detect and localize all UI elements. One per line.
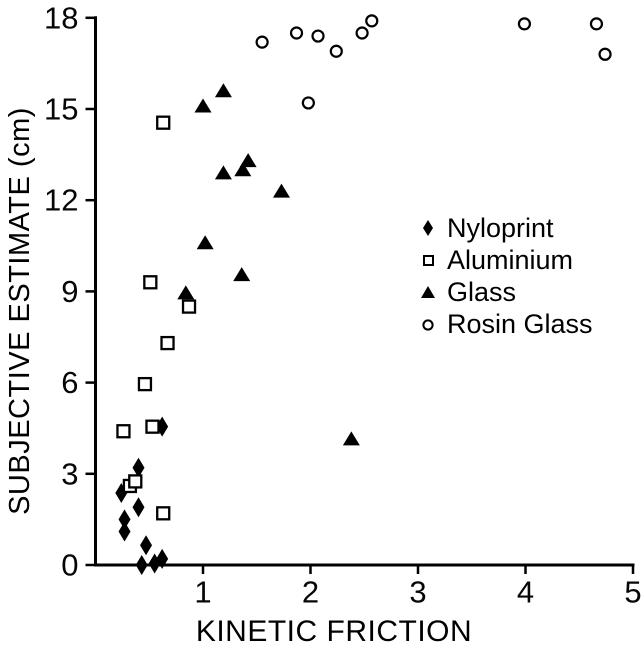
legend: Nyloprint Aluminium Glass Rosin Glass xyxy=(417,212,593,340)
data-point-aluminium xyxy=(181,299,197,314)
data-point-aluminium xyxy=(156,115,171,130)
data-point-glass xyxy=(272,183,290,198)
x-tick-label: 3 xyxy=(409,574,426,609)
data-point-aluminium xyxy=(145,419,160,434)
data-point-rosin-glass xyxy=(289,26,304,40)
data-point-aluminium xyxy=(160,335,175,351)
open-circle-icon xyxy=(417,313,439,335)
y-tick-label: 0 xyxy=(61,548,78,583)
data-point-rosin-glass xyxy=(517,17,532,31)
legend-label-aluminium: Aluminium xyxy=(447,244,574,275)
data-point-rosin-glass xyxy=(329,44,343,58)
y-tick-label: 9 xyxy=(61,274,78,309)
legend-label-nyloprint: Nyloprint xyxy=(447,212,554,243)
x-tick-label: 4 xyxy=(517,574,534,609)
y-tick-label: 18 xyxy=(44,0,78,35)
data-point-rosin-glass xyxy=(598,47,612,61)
data-point-nyloprint xyxy=(140,535,153,556)
data-point-glass xyxy=(196,235,214,250)
data-point-aluminium xyxy=(143,275,158,290)
data-point-rosin-glass xyxy=(255,35,269,49)
data-point-glass xyxy=(177,285,195,300)
data-point-glass xyxy=(214,165,232,180)
data-point-glass xyxy=(239,153,257,168)
data-point-glass xyxy=(233,267,251,282)
legend-item-aluminium: Aluminium xyxy=(417,244,593,276)
data-point-nyloprint xyxy=(132,497,145,518)
y-axis-title: SUBJECTIVE ESTIMATE (cm) xyxy=(4,107,36,515)
data-point-aluminium xyxy=(156,506,171,521)
x-axis-title: KINETIC FRICTION xyxy=(195,615,473,648)
data-point-glass xyxy=(214,83,232,98)
legend-item-nyloprint: Nyloprint xyxy=(417,212,593,244)
data-point-rosin-glass xyxy=(365,14,379,28)
data-point-glass xyxy=(342,431,360,446)
x-tick-label: 2 xyxy=(302,574,319,609)
data-point-nyloprint xyxy=(132,457,145,478)
y-tick-label: 3 xyxy=(61,456,78,491)
data-point-glass xyxy=(234,162,252,177)
filled-triangle-icon xyxy=(417,281,439,303)
open-square-icon xyxy=(417,249,439,271)
y-tick-label: 6 xyxy=(61,365,78,400)
data-point-aluminium xyxy=(137,376,153,392)
data-point-rosin-glass xyxy=(355,26,369,40)
filled-diamond-icon xyxy=(417,217,439,239)
data-point-rosin-glass xyxy=(301,96,315,110)
legend-item-rosin-glass: Rosin Glass xyxy=(417,308,593,340)
y-tick-label: 12 xyxy=(44,183,78,218)
data-point-nyloprint xyxy=(118,521,131,542)
x-tick-label: 1 xyxy=(194,574,211,609)
data-point-nyloprint xyxy=(118,509,131,530)
data-point-glass xyxy=(194,98,212,113)
data-point-aluminium xyxy=(128,474,143,489)
legend-item-glass: Glass xyxy=(417,276,593,308)
data-point-rosin-glass xyxy=(589,17,604,31)
x-tick-label: 5 xyxy=(624,574,641,609)
data-point-nyloprint xyxy=(135,555,148,575)
data-point-rosin-glass xyxy=(311,29,325,43)
data-point-aluminium xyxy=(116,424,131,439)
y-tick-label: 15 xyxy=(44,92,78,127)
legend-label-rosin-glass: Rosin Glass xyxy=(447,308,593,339)
legend-label-glass: Glass xyxy=(447,276,517,307)
data-point-nyloprint xyxy=(156,548,169,569)
